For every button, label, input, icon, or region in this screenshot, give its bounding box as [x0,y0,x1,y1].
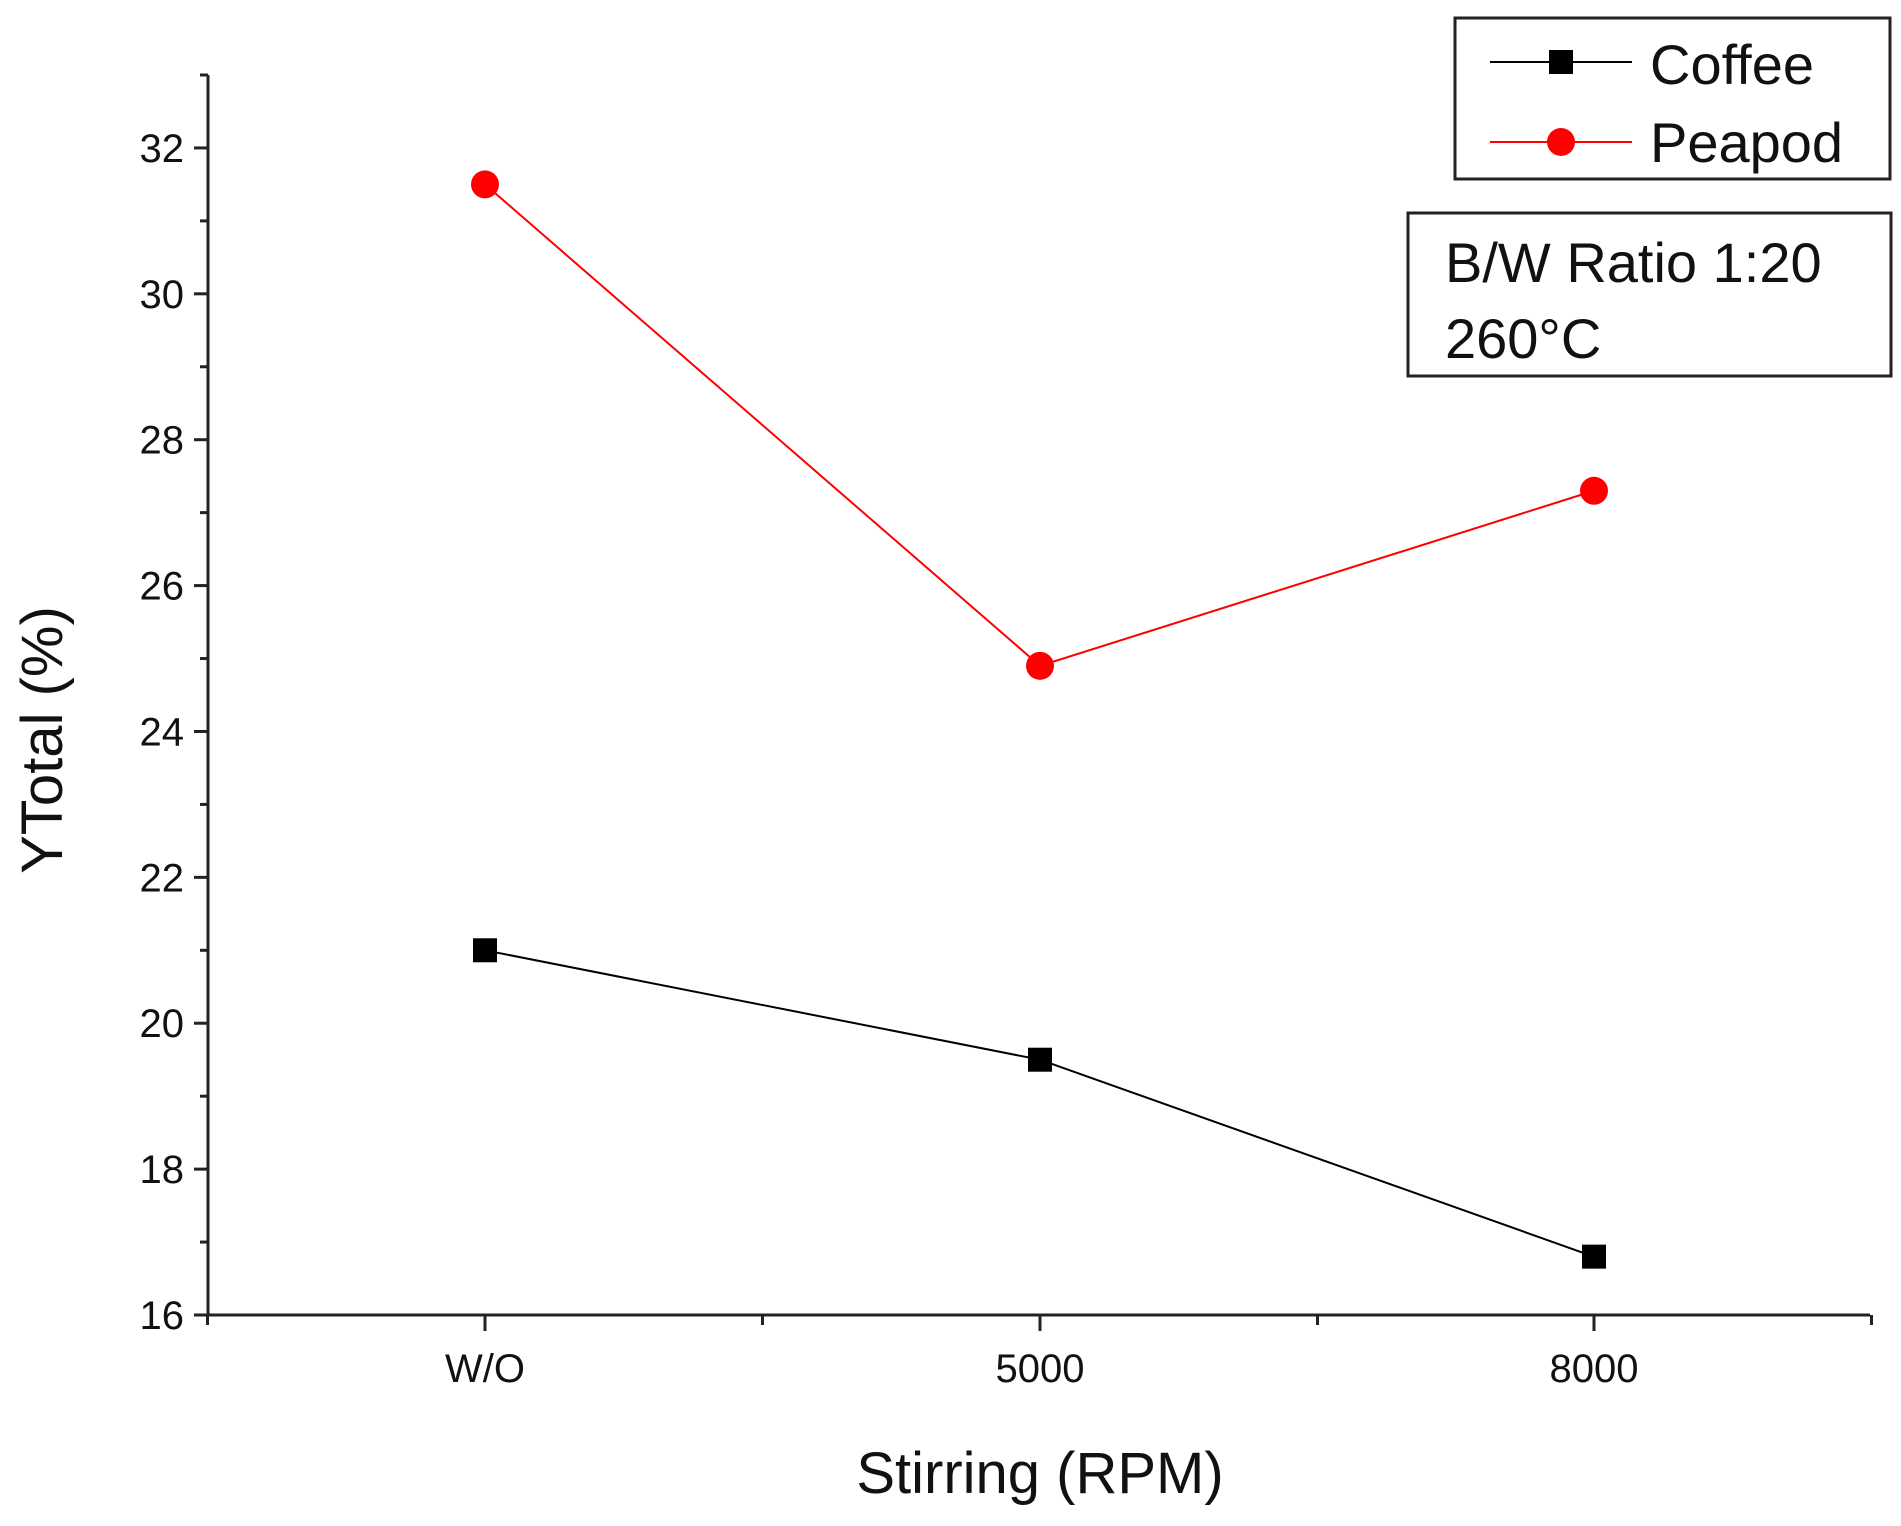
x-axis-ticks: W/O 5000 8000 [206,1315,1873,1391]
y-tick-label: 16 [140,1294,185,1338]
data-point-coffee [1582,1244,1606,1269]
y-tick-label: 18 [140,1148,185,1192]
legend-box [1453,16,1892,181]
x-axis-title: Stirring (RPM) [856,1441,1223,1506]
legend-marker-coffee [1549,50,1573,74]
y-tick-label: 26 [140,565,185,609]
y-axis-ticks: 16 18 20 22 24 26 28 30 32 [140,73,208,1338]
legend-marker-peapod [1547,128,1575,156]
y-tick-label: 30 [140,273,185,317]
x-tick-label: 5000 [996,1347,1085,1391]
series-line-coffee [484,949,1595,1258]
x-tick-label: W/O [445,1347,525,1391]
legend-label-coffee: Coffee [1650,33,1814,96]
legend-label-peapod: Peapod [1650,111,1843,174]
series-layer [471,170,1608,1269]
condition-annotation: B/W Ratio 1:20 260°C [1406,211,1893,378]
y-tick-label: 24 [140,710,185,754]
y-tick-label: 20 [140,1002,185,1046]
data-point-coffee [1028,1047,1052,1072]
x-tick-label: 8000 [1550,1347,1639,1391]
legend: Coffee Peapod [1453,16,1892,181]
y-tick-label: 22 [140,856,185,900]
data-point-coffee [473,938,497,963]
annotation-box [1406,211,1893,378]
data-point-peapod [471,170,499,199]
data-point-peapod [1580,476,1608,505]
annotation-line-ratio: B/W Ratio 1:20 [1445,231,1822,294]
data-point-peapod [1026,651,1054,680]
y-tick-label: 28 [140,419,185,463]
y-tick-label: 32 [140,127,185,171]
annotation-line-temperature: 260°C [1445,307,1601,370]
y-axis-title: YTotal (%) [10,606,75,874]
